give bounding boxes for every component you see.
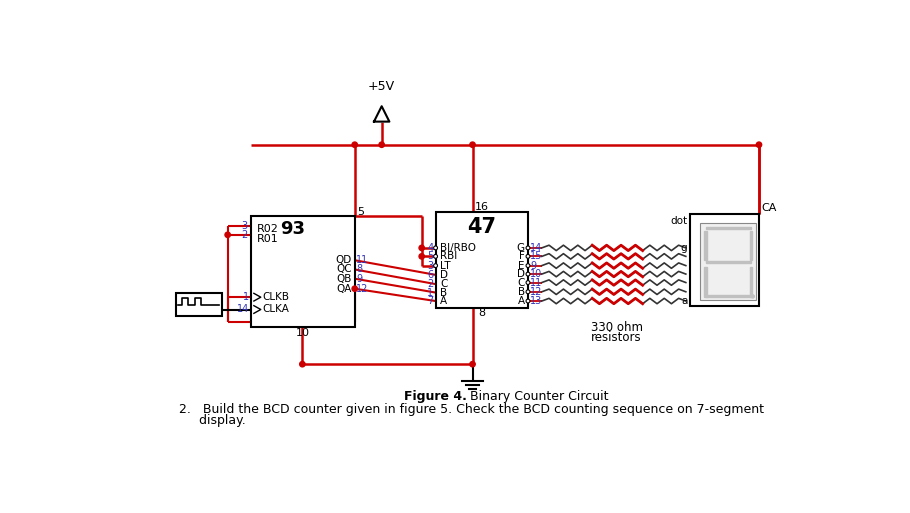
Text: 1: 1 bbox=[243, 292, 249, 302]
Text: D: D bbox=[517, 269, 525, 279]
Text: 2.   Build the BCD counter given in figure 5. Check the BCD counting sequence on: 2. Build the BCD counter given in figure… bbox=[179, 403, 764, 416]
Text: 1: 1 bbox=[427, 288, 433, 298]
Circle shape bbox=[470, 142, 475, 147]
Circle shape bbox=[434, 254, 438, 258]
Circle shape bbox=[352, 286, 358, 291]
Text: Figure 4.: Figure 4. bbox=[403, 390, 466, 403]
Bar bbox=[251, 215, 355, 327]
Text: 6: 6 bbox=[427, 270, 433, 280]
Circle shape bbox=[526, 299, 530, 303]
Text: G: G bbox=[517, 243, 525, 253]
Bar bbox=[177, 292, 221, 315]
Text: C: C bbox=[518, 278, 525, 288]
Circle shape bbox=[434, 246, 438, 250]
Circle shape bbox=[526, 264, 530, 268]
Bar bbox=[706, 295, 751, 297]
Bar bbox=[701, 223, 756, 300]
Text: 7: 7 bbox=[427, 296, 433, 306]
Bar bbox=[436, 212, 528, 308]
Text: CLKA: CLKA bbox=[262, 305, 289, 314]
Polygon shape bbox=[374, 106, 389, 122]
Text: 9: 9 bbox=[356, 274, 362, 284]
Text: 10: 10 bbox=[531, 269, 542, 279]
Text: 8: 8 bbox=[479, 308, 485, 318]
Text: A: A bbox=[518, 296, 525, 306]
Text: 14: 14 bbox=[237, 305, 249, 314]
Text: resistors: resistors bbox=[592, 331, 642, 344]
Text: 14: 14 bbox=[531, 243, 542, 253]
Circle shape bbox=[526, 281, 530, 285]
Circle shape bbox=[526, 246, 530, 250]
Text: R01: R01 bbox=[257, 234, 278, 244]
Bar bbox=[706, 227, 751, 229]
Circle shape bbox=[526, 254, 530, 258]
Bar bbox=[704, 231, 706, 260]
Text: E: E bbox=[519, 261, 525, 271]
Text: g: g bbox=[681, 243, 687, 253]
Text: 11: 11 bbox=[531, 278, 542, 288]
Text: 93: 93 bbox=[280, 220, 305, 238]
Text: 4: 4 bbox=[427, 243, 433, 253]
Bar bbox=[704, 267, 706, 297]
Text: R02: R02 bbox=[257, 224, 278, 233]
Text: QC: QC bbox=[336, 265, 351, 274]
Text: 13: 13 bbox=[531, 296, 542, 306]
Circle shape bbox=[526, 290, 530, 294]
Text: LT: LT bbox=[440, 261, 450, 271]
Circle shape bbox=[379, 142, 384, 147]
Circle shape bbox=[470, 362, 475, 367]
Circle shape bbox=[752, 295, 754, 298]
Text: CLKB: CLKB bbox=[262, 292, 289, 302]
Text: QB: QB bbox=[337, 274, 351, 284]
Text: D: D bbox=[440, 270, 449, 280]
Bar bbox=[706, 261, 751, 263]
Text: 47: 47 bbox=[467, 217, 496, 237]
Text: 12: 12 bbox=[531, 287, 542, 297]
Text: BI/RBO: BI/RBO bbox=[440, 243, 476, 253]
Text: QD: QD bbox=[336, 255, 351, 265]
Text: 330 ohm: 330 ohm bbox=[591, 321, 642, 334]
Text: a: a bbox=[681, 296, 687, 306]
Text: CA: CA bbox=[762, 203, 776, 213]
Text: 2: 2 bbox=[241, 230, 248, 240]
Text: 5: 5 bbox=[427, 251, 433, 261]
Circle shape bbox=[434, 264, 438, 268]
Circle shape bbox=[419, 245, 424, 250]
Text: 16: 16 bbox=[475, 202, 489, 212]
Text: dot: dot bbox=[671, 216, 687, 226]
Bar bbox=[690, 214, 759, 306]
Circle shape bbox=[526, 272, 530, 276]
Text: 12: 12 bbox=[356, 284, 369, 294]
Text: 10: 10 bbox=[296, 328, 309, 339]
Text: 9: 9 bbox=[531, 261, 536, 271]
Text: display.: display. bbox=[179, 414, 246, 427]
Text: 8: 8 bbox=[356, 265, 362, 274]
Text: QA: QA bbox=[337, 284, 351, 294]
Circle shape bbox=[756, 142, 762, 147]
Circle shape bbox=[225, 232, 230, 238]
Text: 2: 2 bbox=[427, 279, 433, 289]
Bar bbox=[750, 267, 752, 297]
Text: +5V: +5V bbox=[369, 80, 395, 93]
Text: 11: 11 bbox=[356, 255, 369, 265]
Circle shape bbox=[419, 253, 424, 259]
Text: Binary Counter Circuit: Binary Counter Circuit bbox=[466, 390, 609, 403]
Text: RBI: RBI bbox=[440, 251, 458, 261]
Text: F: F bbox=[519, 251, 525, 261]
Text: B: B bbox=[518, 287, 525, 297]
Text: 3: 3 bbox=[241, 221, 248, 230]
Text: 5: 5 bbox=[357, 207, 364, 216]
Text: 15: 15 bbox=[531, 251, 542, 261]
Bar bbox=[750, 231, 752, 260]
Circle shape bbox=[352, 142, 358, 147]
Text: A: A bbox=[440, 296, 448, 306]
Text: 3: 3 bbox=[427, 261, 433, 271]
Circle shape bbox=[299, 362, 305, 367]
Text: B: B bbox=[440, 288, 448, 298]
Text: C: C bbox=[440, 279, 448, 289]
